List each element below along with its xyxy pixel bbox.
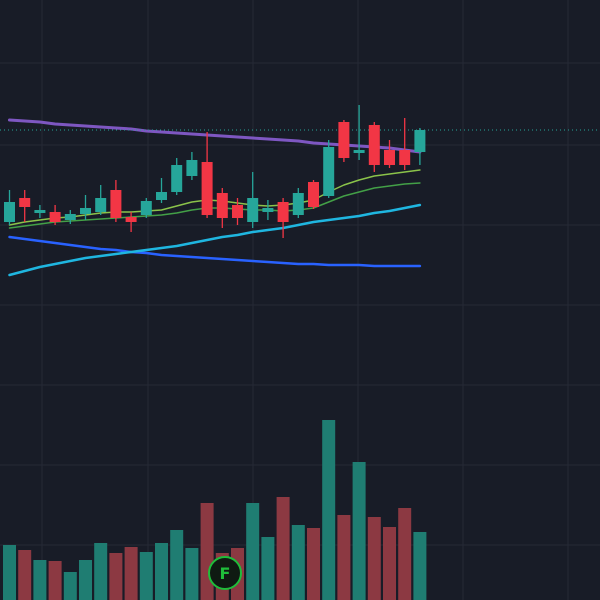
candle-body xyxy=(399,150,411,165)
volume-bar xyxy=(276,497,290,600)
volume-bar xyxy=(124,547,138,600)
candle-body xyxy=(125,217,137,222)
candle-body xyxy=(323,147,335,196)
candle-body xyxy=(49,212,61,222)
candle-body xyxy=(338,122,350,158)
candle-body xyxy=(384,150,395,165)
volume-bar xyxy=(18,550,32,600)
candle-body xyxy=(262,208,274,212)
candle-body xyxy=(34,210,46,213)
volume-bar xyxy=(63,572,77,600)
volume-bar xyxy=(352,462,366,600)
volume-bar xyxy=(367,517,381,600)
volume-bar xyxy=(170,530,184,600)
volume-bar xyxy=(155,543,168,600)
event-badge-label: F xyxy=(220,564,231,583)
moving-average-line xyxy=(8,203,422,277)
candle-body xyxy=(368,125,380,165)
volume-bar xyxy=(200,503,214,600)
event-badge xyxy=(208,556,242,590)
candle-body xyxy=(277,202,289,222)
volume-bar xyxy=(383,527,396,600)
moving-average-line xyxy=(8,235,422,268)
volume-bar xyxy=(246,503,260,600)
candle-body xyxy=(353,150,365,153)
candle-body xyxy=(216,193,228,218)
candle-body xyxy=(201,162,213,215)
moving-average-line xyxy=(8,182,421,229)
volume-bar xyxy=(79,560,92,600)
candle-body xyxy=(140,201,152,215)
candle-body xyxy=(4,202,15,222)
candle-body xyxy=(232,205,243,218)
volume-bar xyxy=(337,515,351,600)
volume-bar xyxy=(3,545,16,600)
candle-body xyxy=(110,190,122,218)
volume-bar xyxy=(261,537,275,600)
candle-body xyxy=(186,160,198,176)
volume-bar xyxy=(185,548,199,600)
candle-body xyxy=(64,214,76,220)
volume-bar xyxy=(291,525,305,600)
volume-bar xyxy=(33,560,47,600)
candle-body xyxy=(414,130,426,152)
candle-body xyxy=(247,198,259,222)
volume-bar xyxy=(398,508,412,600)
candle-body xyxy=(95,198,107,212)
moving-average-line xyxy=(8,118,422,154)
volume-bar xyxy=(94,543,108,600)
volume-bar xyxy=(322,420,336,600)
candle-body xyxy=(171,165,183,192)
candle-body xyxy=(19,198,31,207)
volume-bar xyxy=(307,528,320,600)
volume-bar xyxy=(109,553,123,600)
candle-body xyxy=(292,193,304,215)
candle-body xyxy=(156,192,167,200)
volume-bar xyxy=(413,532,427,600)
candle-body xyxy=(308,182,319,207)
candle-body xyxy=(80,208,91,214)
volume-bar xyxy=(139,552,153,600)
moving-average-line xyxy=(8,169,421,226)
volume-bar xyxy=(48,561,62,600)
